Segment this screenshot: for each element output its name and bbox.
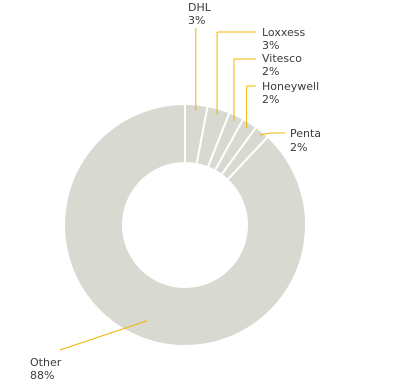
label-vitesco-pct: 2% bbox=[262, 65, 279, 78]
leader-line-other-0 bbox=[59, 320, 148, 351]
slice-labels: DHL 3% Loxxess 3% Vitesco 2% Honeywell 2… bbox=[30, 1, 321, 382]
label-vitesco-name: Vitesco bbox=[262, 52, 302, 65]
label-honeywell-pct: 2% bbox=[262, 93, 279, 106]
label-penta-name: Penta bbox=[290, 127, 321, 140]
label-other-name: Other bbox=[30, 356, 62, 369]
leader-line-penta-0 bbox=[259, 132, 272, 136]
label-honeywell-name: Honeywell bbox=[262, 80, 319, 93]
leader-lines bbox=[59, 28, 285, 351]
label-loxxess-pct: 3% bbox=[262, 39, 279, 52]
label-dhl-name: DHL bbox=[188, 1, 212, 14]
label-loxxess-name: Loxxess bbox=[262, 26, 306, 39]
label-penta-pct: 2% bbox=[290, 141, 307, 154]
donut-slices bbox=[63, 102, 307, 347]
slice-other bbox=[63, 102, 307, 347]
label-other-pct: 88% bbox=[30, 369, 54, 382]
label-dhl-pct: 3% bbox=[188, 14, 205, 27]
